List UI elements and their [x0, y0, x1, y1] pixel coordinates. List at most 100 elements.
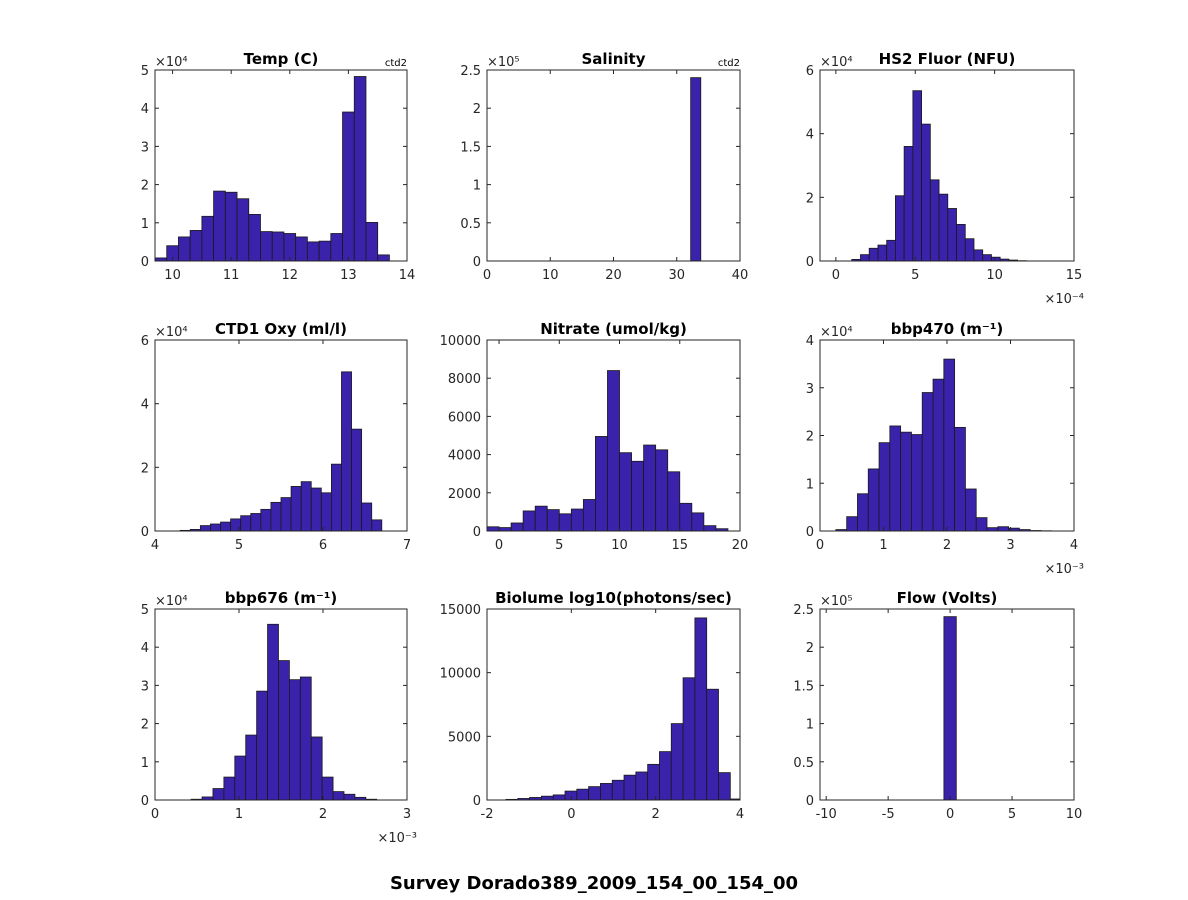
histogram-bar	[889, 425, 902, 532]
histogram-bar	[956, 223, 966, 262]
histogram-bar	[690, 77, 702, 262]
histogram-bar	[361, 502, 373, 532]
y-tick-label: 10000	[440, 667, 481, 682]
axes-frame	[154, 69, 408, 262]
y-tick-label: 2	[141, 461, 149, 476]
x-tick-label: 1	[879, 538, 887, 553]
y-tick-label: 4000	[448, 449, 481, 464]
histogram-bar	[991, 256, 1001, 262]
histogram-bar	[877, 244, 888, 262]
histogram-bar	[679, 502, 693, 532]
x-tick-label: 40	[732, 268, 749, 283]
histogram-bar	[600, 783, 613, 801]
x-tick-label: 3	[403, 807, 411, 822]
x-tick-label: -2	[481, 807, 494, 822]
panel-title: bbp676 (m⁻¹)	[225, 589, 338, 607]
x-tick-label: 10	[542, 268, 559, 283]
y-tick-label: 2.5	[793, 603, 814, 618]
histogram-bar	[271, 231, 285, 262]
x-tick-label: 0	[483, 268, 491, 283]
y-tick-label: 2	[806, 430, 814, 445]
y-tick-label: 2.5	[460, 64, 481, 79]
y-tick-label: 2	[141, 718, 149, 733]
histogram-bar	[667, 471, 681, 532]
histogram-bar	[199, 525, 211, 532]
histogram-panel: 0 1 2 3 4 0 1 2 3 4 ×10⁴ ×10⁻³ bbp470 (m⁻¹)	[806, 320, 1084, 577]
x-tick-label: 4	[1070, 538, 1078, 553]
histogram-bar	[635, 771, 649, 801]
histogram-bar	[534, 505, 548, 532]
histogram-bar	[223, 776, 236, 801]
y-tick-label: 0	[473, 255, 481, 270]
histogram-bar	[611, 779, 625, 801]
panel-title: Salinity	[582, 50, 646, 68]
x-tick-label: 15	[671, 538, 688, 553]
histogram-bar	[929, 179, 940, 262]
y-exponent-label: ×10⁴	[820, 55, 853, 70]
y-tick-label: 2	[806, 191, 814, 206]
histogram-bar	[256, 690, 268, 801]
panel-title: Biolume log10(photons/sec)	[495, 589, 732, 607]
x-tick-label: 4	[736, 807, 744, 822]
y-tick-label: 2	[473, 102, 481, 117]
histogram-bar	[300, 481, 312, 532]
axes-frame	[154, 608, 408, 801]
histogram-bar	[220, 521, 232, 532]
histogram-bar	[643, 444, 657, 532]
x-tick-label: 5	[911, 268, 919, 283]
histogram-bar	[921, 392, 934, 532]
histogram-bar	[332, 791, 345, 801]
histogram-bar	[900, 431, 912, 532]
y-tick-label: 1	[806, 477, 814, 492]
x-tick-label: 14	[399, 268, 416, 283]
x-tick-label: 7	[403, 538, 411, 553]
histogram-bar	[706, 688, 719, 801]
histogram-bar	[607, 370, 620, 532]
histogram-bar	[236, 198, 250, 262]
histogram-bar	[248, 213, 261, 262]
y-tick-label: 4	[141, 102, 149, 117]
histogram-bar	[964, 238, 975, 262]
y-tick-label: 5	[141, 603, 149, 618]
histogram-bar	[540, 795, 554, 801]
histogram-bar	[486, 526, 500, 532]
histogram-bar	[694, 617, 708, 801]
y-tick-label: 6	[141, 334, 149, 349]
histogram-bar	[240, 515, 252, 532]
y-tick-label: 1.5	[460, 140, 481, 155]
histogram-bar	[267, 623, 279, 801]
y-tick-label: 0	[806, 525, 814, 540]
histogram-bar	[178, 236, 191, 262]
histogram-bar	[982, 254, 992, 262]
histogram-bar	[576, 788, 590, 801]
histogram-bar	[659, 751, 672, 801]
histogram-bar	[932, 378, 945, 532]
histogram-bar	[341, 371, 352, 532]
y-tick-label: 4	[141, 641, 149, 656]
histogram-bar	[224, 191, 238, 262]
histogram-bar	[997, 526, 1009, 532]
x-tick-label: 10	[1066, 807, 1083, 822]
y-tick-label: 5	[141, 64, 149, 79]
y-tick-label: 3	[141, 679, 149, 694]
y-tick-label: 1	[141, 756, 149, 771]
histogram-bar	[938, 193, 949, 262]
histogram-bar	[986, 527, 999, 532]
y-tick-label: 6	[806, 64, 814, 79]
x-tick-label: 13	[340, 268, 357, 283]
y-tick-label: 5000	[448, 730, 481, 745]
y-tick-label: 0	[806, 255, 814, 270]
x-tick-label: 3	[1006, 538, 1014, 553]
x-tick-label: 1	[235, 807, 243, 822]
panel-title: HS2 Fluor (NFU)	[879, 50, 1016, 68]
histogram-panel: -10 -5 0 5 10 0 0.5 1 1.5 2 2.5 ×10⁵ Flow (Volts)	[793, 589, 1082, 822]
histogram-bar	[846, 516, 858, 532]
histogram-bar	[868, 247, 879, 262]
histogram-bar	[288, 679, 301, 801]
figure-suptitle: Survey Dorado389_2009_154_00_154_00	[390, 873, 798, 894]
histogram-panel: 4 5 6 7 0 2 4 6 ×10⁴ CTD1 Oxy (ml/l)	[141, 320, 411, 553]
x-tick-label: 20	[732, 538, 749, 553]
histogram-bar	[867, 468, 880, 532]
